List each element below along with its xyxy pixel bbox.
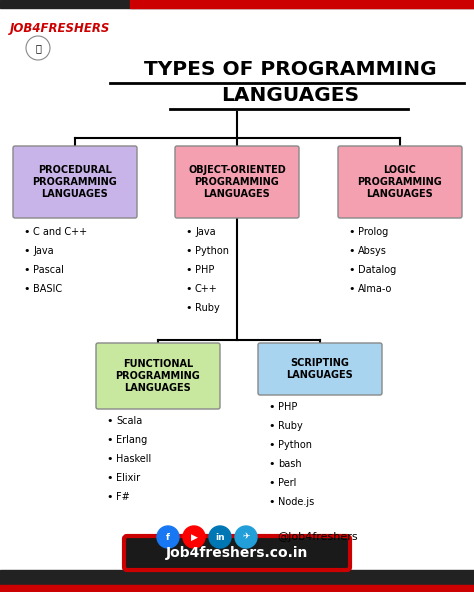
Text: •: • xyxy=(106,416,112,426)
Text: •: • xyxy=(106,492,112,502)
FancyBboxPatch shape xyxy=(258,343,382,395)
Text: Absys: Absys xyxy=(358,246,387,256)
Text: •: • xyxy=(185,246,191,256)
Bar xyxy=(0,585,474,592)
Text: •: • xyxy=(23,227,29,237)
Text: Erlang: Erlang xyxy=(116,435,147,445)
Text: •: • xyxy=(268,497,274,507)
Text: •: • xyxy=(106,435,112,445)
Text: Job4freshers.co.in: Job4freshers.co.in xyxy=(166,546,308,560)
Text: LOGIC
PROGRAMMING
LANGUAGES: LOGIC PROGRAMMING LANGUAGES xyxy=(357,165,442,200)
Text: •: • xyxy=(268,440,274,450)
Text: f: f xyxy=(166,532,170,542)
FancyBboxPatch shape xyxy=(338,146,462,218)
Text: F#: F# xyxy=(116,492,130,502)
Circle shape xyxy=(183,526,205,548)
Text: OBJECT-ORIENTED
PROGRAMMING
LANGUAGES: OBJECT-ORIENTED PROGRAMMING LANGUAGES xyxy=(188,165,286,200)
Text: BASIC: BASIC xyxy=(33,284,62,294)
Circle shape xyxy=(157,526,179,548)
Text: Perl: Perl xyxy=(278,478,296,488)
Text: SCRIPTING
LANGUAGES: SCRIPTING LANGUAGES xyxy=(287,358,354,380)
Text: •: • xyxy=(185,265,191,275)
Circle shape xyxy=(209,526,231,548)
Text: Haskell: Haskell xyxy=(116,454,151,464)
Text: Python: Python xyxy=(278,440,312,450)
Text: Java: Java xyxy=(33,246,54,256)
Text: Python: Python xyxy=(195,246,229,256)
Text: JOB4FRESHERS: JOB4FRESHERS xyxy=(10,22,110,35)
Text: Node.js: Node.js xyxy=(278,497,314,507)
Text: PROCEDURAL
PROGRAMMING
LANGUAGES: PROCEDURAL PROGRAMMING LANGUAGES xyxy=(33,165,118,200)
Text: C++: C++ xyxy=(195,284,218,294)
Text: PHP: PHP xyxy=(278,402,297,412)
Circle shape xyxy=(26,36,50,60)
Text: PHP: PHP xyxy=(195,265,214,275)
Text: Datalog: Datalog xyxy=(358,265,396,275)
Text: •: • xyxy=(23,284,29,294)
Text: in: in xyxy=(215,532,225,542)
FancyBboxPatch shape xyxy=(96,343,220,409)
Text: Pascal: Pascal xyxy=(33,265,64,275)
Text: @Job4freshers: @Job4freshers xyxy=(277,532,357,542)
Text: TYPES OF PROGRAMMING: TYPES OF PROGRAMMING xyxy=(144,60,436,79)
Text: ▶: ▶ xyxy=(191,532,198,542)
Text: •: • xyxy=(23,246,29,256)
Text: •: • xyxy=(348,265,355,275)
Text: •: • xyxy=(185,284,191,294)
Bar xyxy=(0,0,474,8)
Text: ✈: ✈ xyxy=(242,532,250,542)
Text: Elixir: Elixir xyxy=(116,473,140,483)
Text: bash: bash xyxy=(278,459,301,469)
Text: •: • xyxy=(23,265,29,275)
Text: 👷: 👷 xyxy=(35,43,41,53)
Text: •: • xyxy=(268,421,274,431)
Text: Java: Java xyxy=(195,227,216,237)
Circle shape xyxy=(235,526,257,548)
Text: LANGUAGES: LANGUAGES xyxy=(221,86,359,105)
Text: •: • xyxy=(185,303,191,313)
Text: C and C++: C and C++ xyxy=(33,227,87,237)
Text: FUNCTIONAL
PROGRAMMING
LANGUAGES: FUNCTIONAL PROGRAMMING LANGUAGES xyxy=(116,359,201,394)
Text: Prolog: Prolog xyxy=(358,227,388,237)
Text: •: • xyxy=(268,402,274,412)
FancyBboxPatch shape xyxy=(13,146,137,218)
Text: Scala: Scala xyxy=(116,416,142,426)
Text: Ruby: Ruby xyxy=(278,421,303,431)
Text: •: • xyxy=(106,473,112,483)
Text: •: • xyxy=(348,284,355,294)
Text: Alma-o: Alma-o xyxy=(358,284,392,294)
Text: Ruby: Ruby xyxy=(195,303,220,313)
Text: •: • xyxy=(268,459,274,469)
Text: •: • xyxy=(185,227,191,237)
Text: •: • xyxy=(106,454,112,464)
Bar xyxy=(130,0,474,8)
Text: •: • xyxy=(268,478,274,488)
Text: •: • xyxy=(348,246,355,256)
Bar xyxy=(0,570,474,592)
FancyBboxPatch shape xyxy=(175,146,299,218)
Text: •: • xyxy=(348,227,355,237)
FancyBboxPatch shape xyxy=(124,536,350,570)
